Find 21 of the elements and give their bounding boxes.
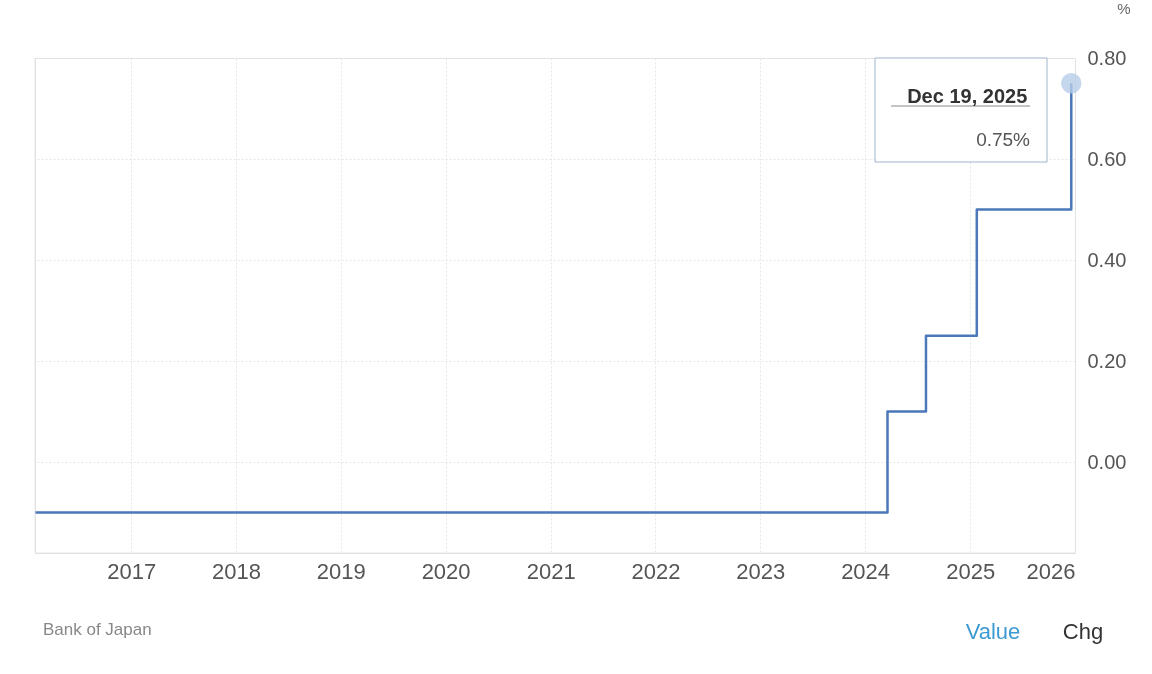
x-tick-label: 2020 [421,558,471,584]
x-tick-label: 2017 [107,558,157,584]
y-axis-title: % [1117,0,1131,17]
x-tick-label: 2019 [316,558,366,584]
x-tick-label: 2025 [946,558,996,584]
y-tick-label: 0.60 [1087,147,1127,170]
x-tick-label: 2023 [736,558,786,584]
x-tick-label: 2022 [631,558,681,584]
annotation: Dec 19, 2025 [907,85,1028,108]
text: Bank of Japan [43,620,152,639]
x-tick-label: 2021 [526,558,576,584]
x-tick-label: 2026 [1026,558,1076,584]
y-tick-label: 0.80 [1087,46,1127,69]
x-tick-label: 2018 [212,558,261,584]
annotation: 0.75% [976,129,1031,150]
y-tick-label: 0.40 [1087,248,1127,271]
text: Value [965,619,1021,644]
y-tick-label: 0.20 [1087,349,1127,372]
text: Chg [1062,619,1104,644]
x-tick-label: 2024 [841,558,891,584]
y-tick-label: 0.00 [1087,450,1127,473]
